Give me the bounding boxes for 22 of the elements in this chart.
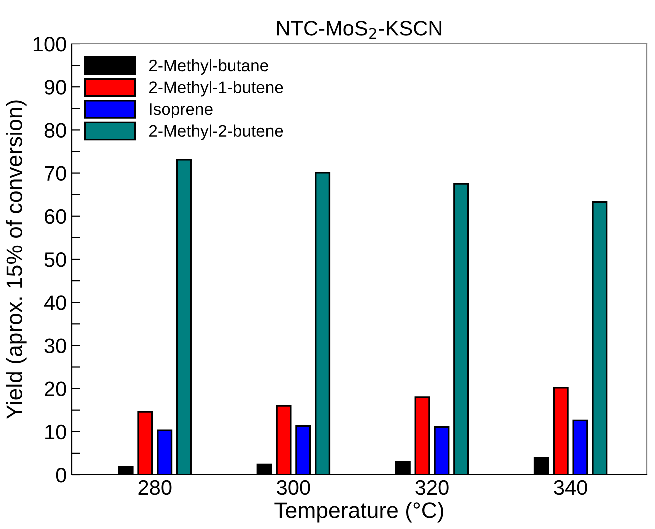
chart-title: NTC-MoS$_{2}$-KSCN	[277, 21, 442, 40]
y-tick-label: 100	[34, 37, 66, 52]
y-tick-label: 90	[44, 80, 66, 95]
legend-label: 2-Methyl-1-butene	[150, 81, 284, 97]
y-tick-label: 70	[45, 166, 66, 182]
y-tick-label: 10	[46, 424, 66, 440]
x-axis-title: Temperature (°C)	[274, 502, 444, 523]
y-tick-label: 20	[45, 382, 66, 397]
legend-label: 2-Methyl-2-butene	[150, 124, 284, 140]
y-tick-label: 80	[44, 123, 66, 138]
y-tick-label: 40	[44, 296, 66, 310]
x-tick-label: 280	[138, 480, 172, 496]
legend-label: 2-Methyl-butane	[150, 59, 268, 75]
legend-label: Isoprene	[150, 104, 213, 119]
y-tick-label: 0	[56, 468, 66, 483]
y-tick-label: 50	[44, 252, 66, 268]
y-tick-label: 30	[44, 338, 66, 354]
y-axis-title: Yield (aprox. 15% of conversion)	[6, 100, 27, 420]
x-tick-label: 320	[416, 480, 449, 496]
y-tick-label: 60	[45, 209, 66, 224]
x-tick-label: 340	[554, 480, 588, 496]
x-tick-label: 300	[277, 480, 310, 496]
